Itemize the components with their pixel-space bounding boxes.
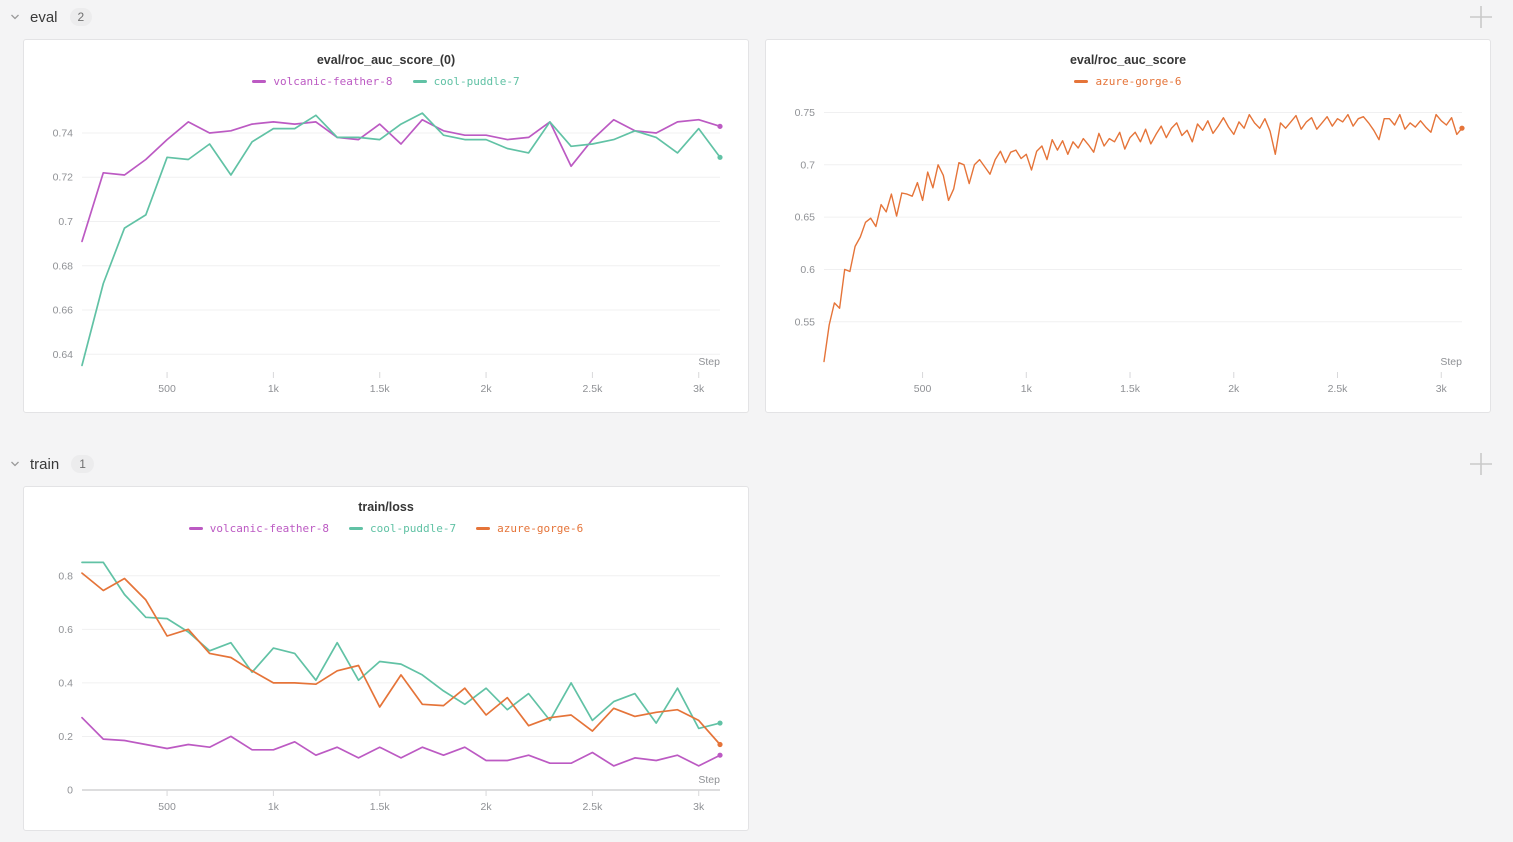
x-tick-label: 3k	[693, 383, 705, 395]
x-axis-label: Step	[698, 356, 720, 368]
legend-label: azure-gorge-6	[497, 521, 584, 535]
chart-title: eval/roc_auc_score_(0)	[316, 53, 456, 67]
series-end-dot-volcanic-feather-8	[717, 123, 723, 129]
section-header-train: train 1	[0, 447, 1513, 481]
legend-swatch	[188, 526, 203, 530]
section-title: eval	[30, 8, 58, 26]
chart-title: eval/roc_auc_score	[1069, 53, 1187, 67]
x-tick-label: 500	[914, 383, 932, 395]
y-tick-label: 0.75	[795, 107, 816, 119]
legend-item-volcanic-feather-8[interactable]: volcanic-feather-8	[252, 74, 393, 88]
y-tick-label: 0.55	[795, 316, 816, 328]
legend-item-azure-gorge-6[interactable]: azure-gorge-6	[476, 522, 583, 535]
series-line-cool-puddle-7	[81, 112, 721, 367]
series-line-azure-gorge-6	[81, 572, 721, 746]
series-end-dot-cool-puddle-7	[717, 154, 723, 160]
y-tick-label: 0.72	[53, 172, 74, 184]
y-tick-label: 0.74	[53, 127, 74, 139]
chevron-down-icon[interactable]	[8, 10, 22, 24]
legend-item-azure-gorge-6[interactable]: azure-gorge-6	[1074, 74, 1182, 88]
y-tick-label: 0.2	[58, 731, 73, 743]
legend-swatch	[349, 526, 364, 530]
x-tick-label: 2k	[481, 383, 493, 395]
panel-count-badge: 1	[71, 455, 94, 473]
legend-swatch	[252, 79, 267, 83]
series-end-dot-azure-gorge-6	[1459, 125, 1465, 131]
x-tick-label: 1k	[268, 383, 280, 395]
series-end-dot-azure-gorge-6	[717, 741, 723, 748]
chart-title: train/loss	[358, 500, 414, 514]
legend-swatch	[476, 526, 491, 530]
legend-item-cool-puddle-7[interactable]: cool-puddle-7	[349, 522, 456, 535]
x-tick-label: 1k	[1021, 383, 1033, 395]
panel-count-badge: 2	[69, 8, 93, 26]
section-train: train 1 train/loss volcanic-feather-8 coo…	[0, 447, 1513, 831]
y-tick-label: 0.6	[800, 264, 815, 276]
chart-panel-train-loss[interactable]: train/loss volcanic-feather-8 cool-puddle…	[23, 486, 749, 831]
legend-label: azure-gorge-6	[1095, 74, 1182, 88]
x-tick-label: 1k	[268, 801, 280, 813]
legend-swatch	[412, 79, 427, 83]
chart-legend: volcanic-feather-8 cool-puddle-7	[24, 72, 748, 90]
x-tick-label: 500	[158, 383, 176, 395]
y-tick-label: 0.68	[53, 260, 74, 272]
y-tick-label: 0.4	[58, 677, 73, 689]
x-tick-label: 3k	[693, 801, 705, 813]
panels-row-train: train/loss volcanic-feather-8 cool-puddle…	[0, 486, 1513, 831]
x-tick-label: 2.5k	[1328, 383, 1349, 395]
x-tick-label: 1.5k	[370, 801, 391, 813]
legend-label: volcanic-feather-8	[273, 74, 393, 88]
x-tick-label: 2k	[1228, 383, 1240, 395]
y-tick-label: 0.6	[58, 624, 73, 636]
y-tick-label: 0	[67, 785, 73, 797]
plus-icon[interactable]	[1467, 3, 1495, 31]
plus-icon[interactable]	[1467, 450, 1495, 478]
x-tick-label: 500	[158, 801, 176, 813]
y-tick-label: 0.8	[58, 570, 73, 582]
chevron-down-icon[interactable]	[8, 457, 22, 471]
y-tick-label: 0.7	[800, 159, 815, 171]
chart-panel-roc-auc-score[interactable]: eval/roc_auc_score azure-gorge-6 0.55 0.6…	[765, 39, 1491, 413]
y-tick-label: 0.64	[53, 349, 74, 361]
chart-legend: volcanic-feather-8 cool-puddle-7 azure-gor…	[24, 519, 748, 537]
line-chart[interactable]: 0 0.2 0.4 0.6 0.8 500 1k 1.5k 2k 2.5k 3k Step	[26, 539, 746, 826]
y-tick-label: 0.7	[58, 216, 73, 228]
x-tick-label: 3k	[1436, 383, 1448, 395]
series-end-dot-volcanic-feather-8	[717, 752, 723, 758]
x-tick-label: 1.5k	[1120, 383, 1141, 395]
section-title: train	[30, 455, 60, 473]
legend-item-cool-puddle-7[interactable]: cool-puddle-7	[412, 74, 520, 88]
x-tick-label: 1.5k	[370, 383, 391, 395]
line-chart[interactable]: 0.64 0.66 0.68 0.7 0.72 0.74 500 1k 1.5k 2k 2.5k 3k…	[26, 92, 746, 408]
y-tick-label: 0.65	[795, 212, 816, 224]
legend-item-volcanic-feather-8[interactable]: volcanic-feather-8	[188, 521, 330, 535]
series-end-dot-cool-puddle-7	[717, 720, 723, 726]
chart-panel-roc-auc-score-0[interactable]: eval/roc_auc_score_(0) volcanic-feather-…	[23, 39, 749, 413]
x-axis-label: Step	[1440, 356, 1462, 368]
y-tick-label: 0.66	[53, 305, 74, 317]
line-chart[interactable]: 0.55 0.6 0.65 0.7 0.75 500 1k 1.5k 2k 2.5k 3k Step	[768, 92, 1488, 408]
x-axis-label: Step	[698, 774, 720, 786]
panels-row-eval: eval/roc_auc_score_(0) volcanic-feather-…	[0, 39, 1513, 413]
series-line-volcanic-feather-8	[81, 118, 721, 243]
chart-legend: azure-gorge-6	[766, 72, 1490, 90]
legend-label: volcanic-feather-8	[209, 521, 330, 535]
legend-swatch	[1074, 79, 1089, 83]
x-tick-label: 2.5k	[582, 383, 603, 395]
section-eval: eval 2 eval/roc_auc_score_(0) volcanic-f…	[0, 0, 1513, 413]
x-tick-label: 2.5k	[582, 801, 603, 813]
legend-label: cool-puddle-7	[370, 521, 457, 535]
section-header-eval: eval 2	[0, 0, 1513, 34]
series-line-cool-puddle-7	[81, 561, 721, 730]
series-line-azure-gorge-6	[823, 113, 1463, 363]
x-tick-label: 2k	[481, 801, 493, 813]
series-line-volcanic-feather-8	[81, 716, 721, 767]
legend-label: cool-puddle-7	[433, 74, 520, 88]
